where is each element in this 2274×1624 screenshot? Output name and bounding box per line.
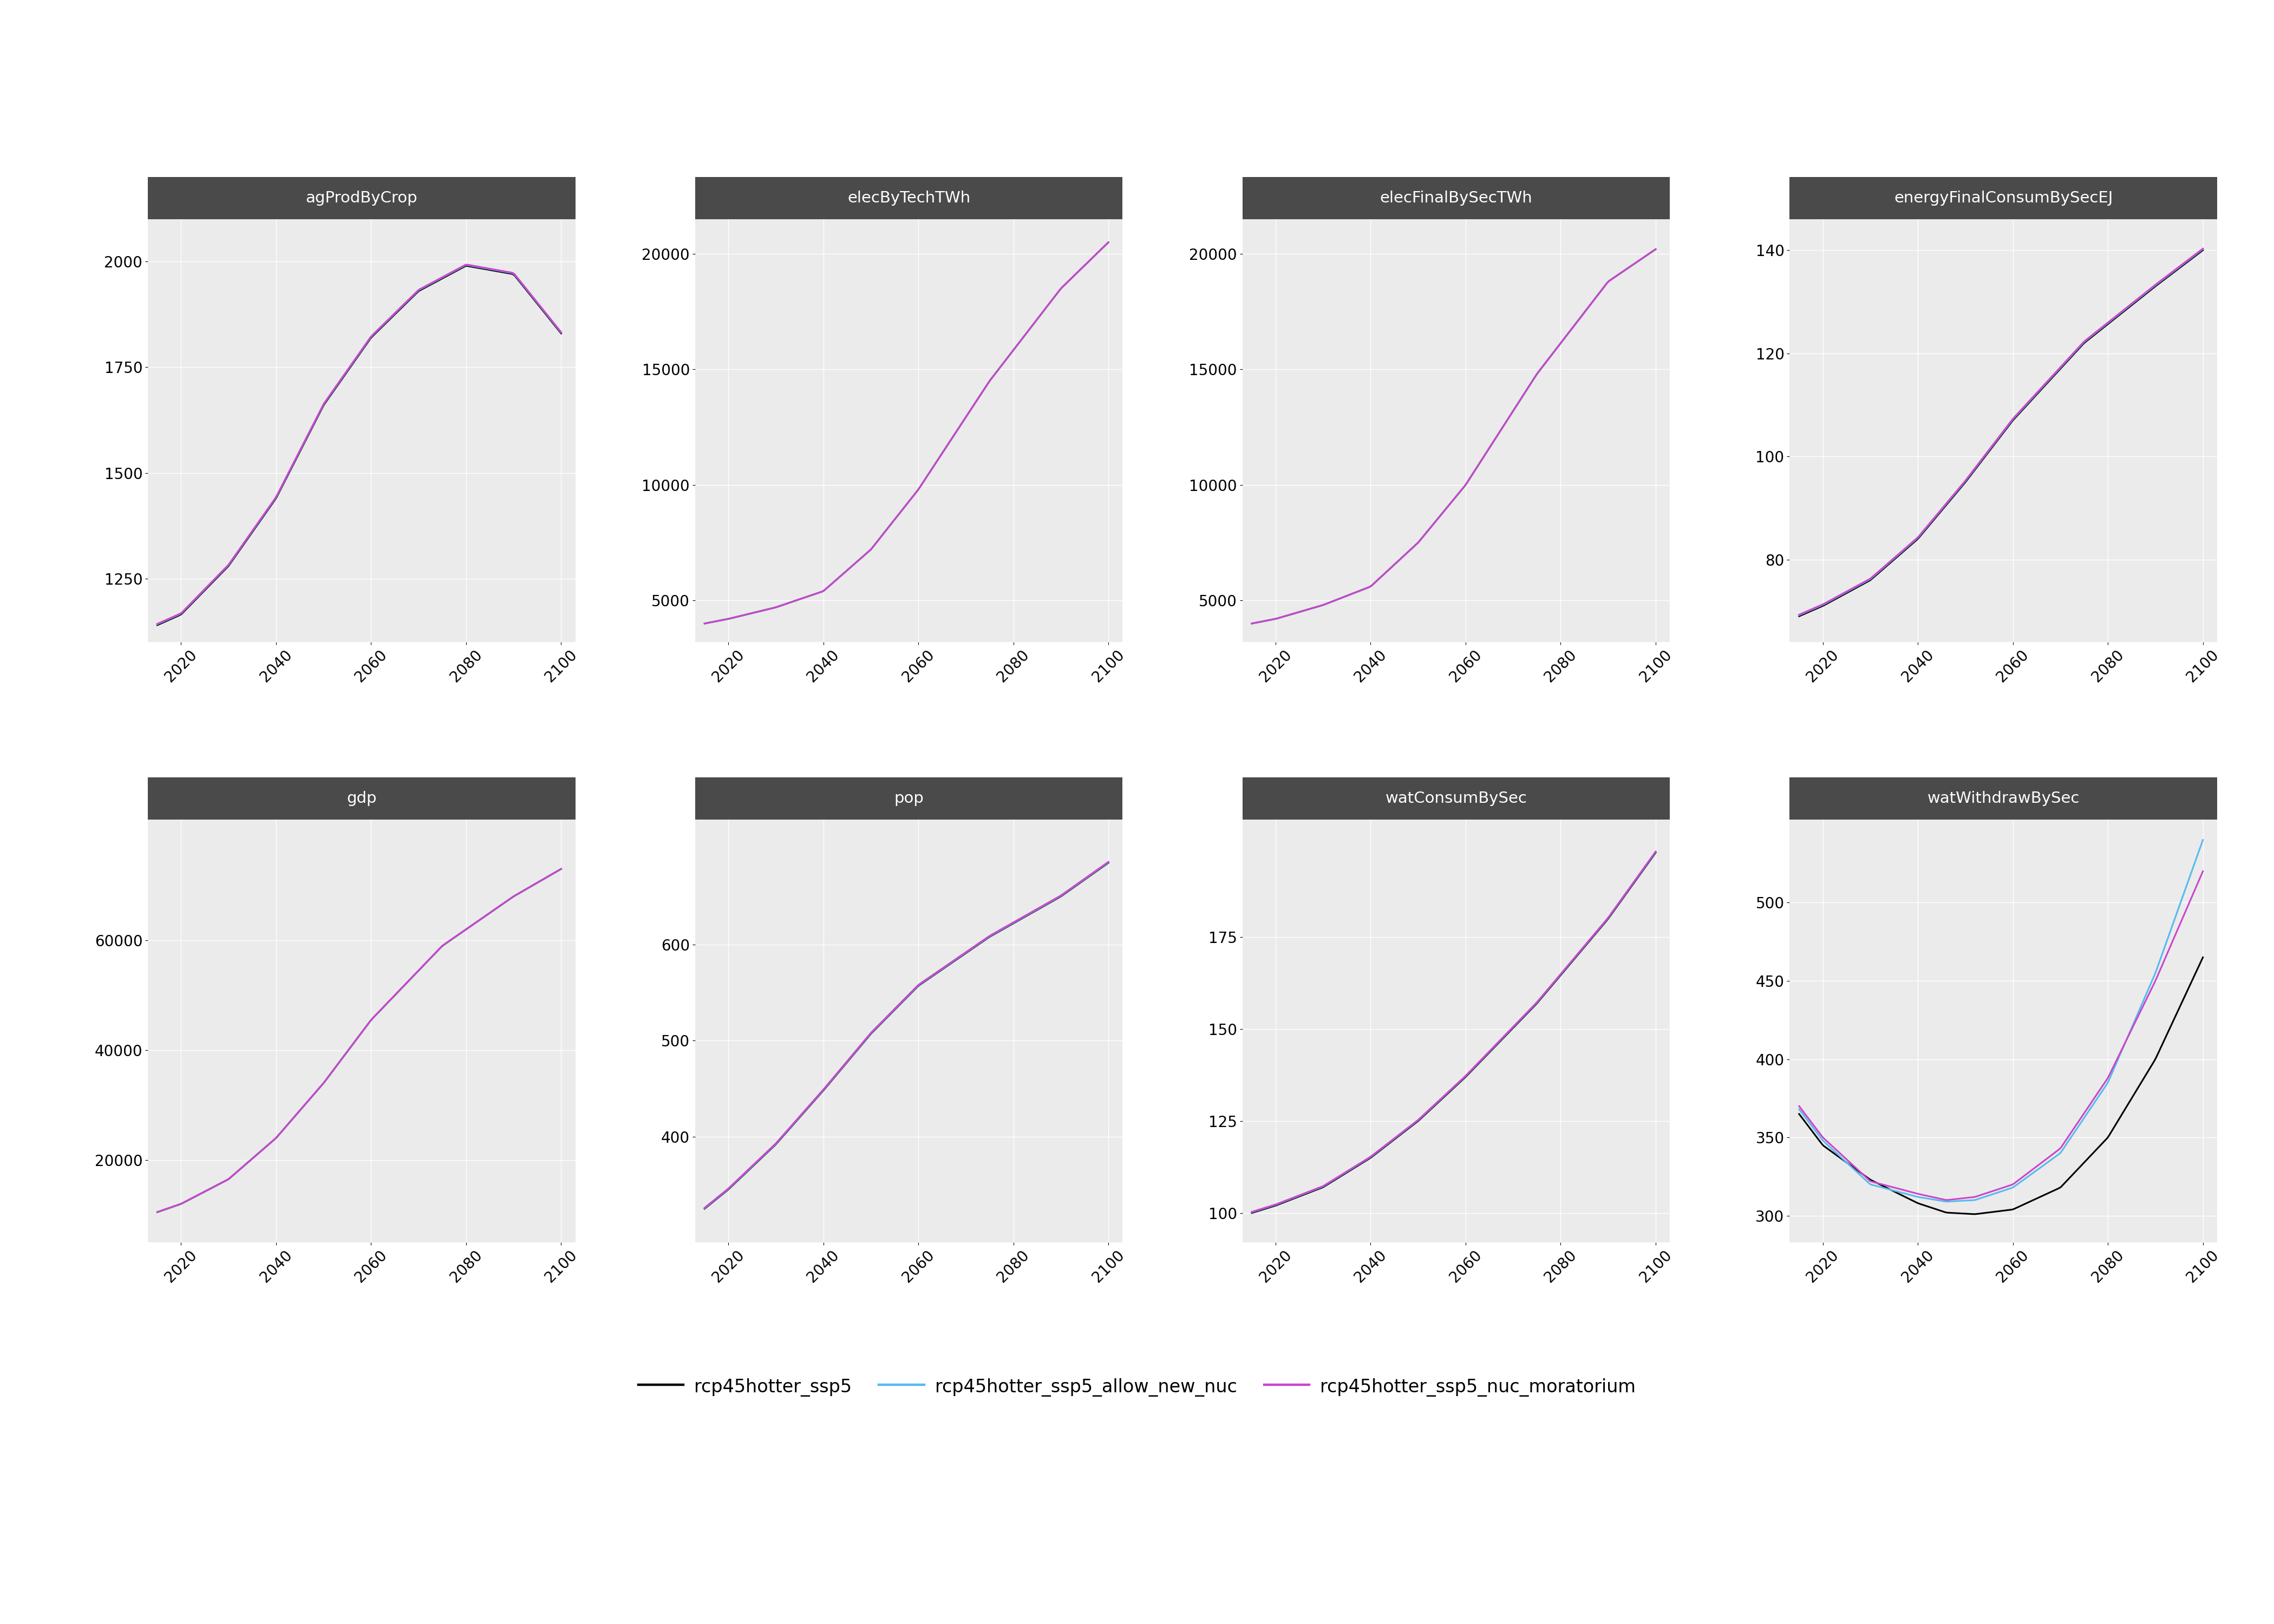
Legend: rcp45hotter_ssp5, rcp45hotter_ssp5_allow_new_nuc, rcp45hotter_ssp5_nuc_moratoriu: rcp45hotter_ssp5, rcp45hotter_ssp5_allow…: [632, 1369, 1642, 1403]
Text: watWithdrawBySec: watWithdrawBySec: [1926, 791, 2078, 806]
FancyBboxPatch shape: [1242, 778, 1669, 820]
Text: pop: pop: [894, 791, 923, 806]
Text: energyFinalConsumBySecEJ: energyFinalConsumBySecEJ: [1894, 190, 2113, 206]
FancyBboxPatch shape: [1242, 177, 1669, 219]
FancyBboxPatch shape: [1790, 778, 2217, 820]
Text: elecByTechTWh: elecByTechTWh: [848, 190, 971, 206]
Text: gdp: gdp: [346, 791, 377, 806]
FancyBboxPatch shape: [148, 778, 575, 820]
FancyBboxPatch shape: [696, 778, 1123, 820]
FancyBboxPatch shape: [696, 177, 1123, 219]
Text: elecFinalBySecTWh: elecFinalBySecTWh: [1380, 190, 1533, 206]
Text: watConsumBySec: watConsumBySec: [1385, 791, 1528, 806]
FancyBboxPatch shape: [148, 177, 575, 219]
FancyBboxPatch shape: [1790, 177, 2217, 219]
Text: agProdByCrop: agProdByCrop: [305, 190, 418, 206]
